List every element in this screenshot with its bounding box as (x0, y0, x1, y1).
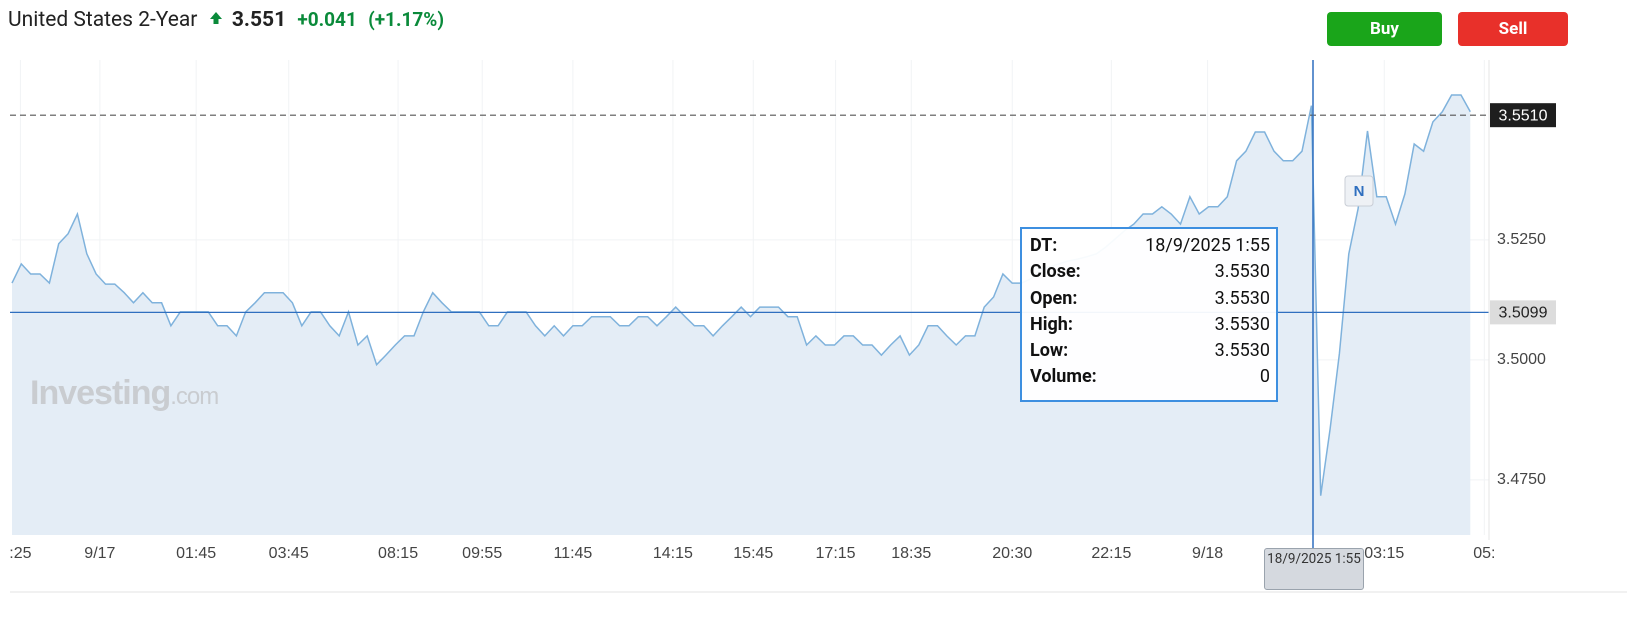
x-tick-label: 05: (1473, 545, 1495, 562)
y-tick-label: 3.5250 (1497, 231, 1546, 248)
tooltip-key: Close: (1030, 261, 1081, 283)
tooltip-row: Close: 3.5530 (1030, 259, 1270, 285)
watermark-suffix: .com (170, 383, 218, 410)
tooltip-value: 3.5530 (1214, 261, 1270, 283)
x-tick-label: 18:35 (891, 545, 931, 562)
tooltip-value: 18/9/2025 1:55 (1145, 235, 1270, 256)
tooltip-key: Low: (1030, 340, 1069, 362)
header: United States 2-Year 3.551 +0.041 (+1.17… (8, 8, 444, 32)
x-tick-label: 01:45 (176, 545, 216, 562)
x-tick-label: 03:45 (269, 545, 309, 562)
x-tick-label: 14:15 (653, 545, 693, 562)
tooltip-key: Open: (1030, 287, 1078, 309)
price-line (11, 94, 1471, 496)
instrument-title: United States 2-Year (8, 8, 198, 32)
tooltip-row: DT: 18/9/2025 1:55 (1030, 233, 1270, 259)
tooltip-value: 3.5530 (1214, 340, 1270, 362)
watermark: Investing.com (30, 374, 218, 412)
price-badge-label: 3.5099 (1499, 305, 1548, 322)
price-badge (1490, 300, 1556, 325)
tooltip-value: 3.5530 (1214, 313, 1270, 335)
x-tick-label: 09:55 (462, 545, 502, 562)
sell-button[interactable]: Sell (1458, 12, 1568, 46)
news-marker-label: N (1354, 183, 1365, 200)
buy-button[interactable]: Buy (1327, 12, 1442, 46)
watermark-brand: Investing (30, 374, 170, 412)
price-badge (1490, 103, 1556, 128)
crosshair-label: 18/9/2025 1:55 (1264, 548, 1364, 590)
x-tick-label: 9/17 (84, 545, 115, 562)
tooltip-row: Volume: 0 (1030, 364, 1270, 390)
y-tick-label: 3.5000 (1497, 351, 1546, 368)
x-tick-label: 08:15 (378, 545, 418, 562)
news-marker: N (1344, 175, 1374, 207)
tooltip-key: High: (1030, 313, 1073, 335)
tooltip-row: High: 3.5530 (1030, 312, 1270, 338)
tooltip-key: Volume: (1030, 366, 1097, 388)
change-percent: (+1.17%) (368, 8, 444, 31)
tooltip-value: 0 (1259, 366, 1270, 388)
last-price: 3.551 (231, 8, 287, 32)
x-tick-label: 9/18 (1192, 545, 1223, 562)
x-tick-label: 17:15 (816, 545, 856, 562)
area-fill (12, 95, 1471, 535)
y-tick-label: 3.4750 (1497, 471, 1546, 488)
tooltip-key: DT: (1030, 235, 1058, 256)
x-tick-label: 15:45 (733, 545, 773, 562)
tooltip-value: 3.5530 (1214, 287, 1270, 309)
change: +0.041 (297, 8, 357, 31)
tooltip-row: Open: 3.5530 (1030, 286, 1270, 312)
tooltip-row: Low: 3.5530 (1030, 338, 1270, 364)
up-arrow (209, 12, 222, 24)
x-tick-label: :25 (9, 545, 31, 562)
tooltip: DT: 18/9/2025 1:55 Close: 3.5530 Open: 3.5530… (1020, 227, 1278, 402)
x-tick-label: 03:15 (1364, 545, 1404, 562)
price-badge-label: 3.5510 (1499, 107, 1548, 124)
x-tick-label: 11:45 (553, 545, 592, 562)
x-tick-label: 22:15 (1091, 545, 1131, 562)
x-tick-label: 20:30 (992, 545, 1032, 562)
